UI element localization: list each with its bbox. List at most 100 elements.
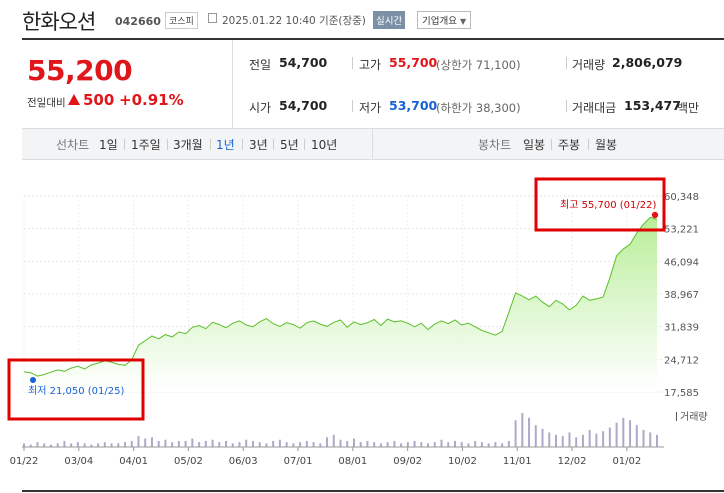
low-point-marker: [30, 377, 36, 383]
volume-bar: [494, 442, 497, 447]
volume-bar: [285, 442, 288, 447]
volume-bar: [447, 442, 450, 447]
volume-bar: [359, 442, 362, 447]
change-label: 전일대비: [27, 97, 66, 109]
tab-monthly[interactable]: 월봉: [595, 138, 618, 152]
y-axis: 60,348 53,221 46,094 38,967 31,839 24,712 17,5…: [664, 192, 699, 399]
x-tick-label: 01/22: [10, 456, 39, 467]
low-annotation: 최저 21,050 (01/25): [28, 385, 124, 397]
volume-bar: [575, 437, 578, 447]
up-triangle-icon: [68, 94, 80, 105]
prev-close-label: 전일: [249, 58, 272, 72]
tab-3y[interactable]: 3년: [249, 138, 268, 152]
volume-bar: [521, 413, 524, 447]
volume-bar: [440, 439, 443, 447]
tab-1w[interactable]: 1주일: [131, 138, 161, 152]
volume-bar: [595, 433, 598, 447]
volume-axis-label: 거래량: [680, 411, 708, 423]
volume-bar: [588, 430, 591, 447]
tab-separator: [551, 139, 552, 150]
volume-bar: [312, 442, 315, 447]
volume-bar: [299, 442, 302, 447]
change-percent: +0.91%: [119, 91, 184, 109]
volume-bar: [251, 440, 254, 447]
volume-bar: [332, 434, 335, 447]
volume-bar: [110, 443, 113, 447]
volume-bar: [460, 442, 463, 447]
volume-bar: [63, 440, 66, 447]
volume-bar: [649, 432, 652, 447]
volume-value: 2,806,079: [612, 55, 683, 70]
amount-value: 153,477: [624, 98, 681, 113]
volume-bar: [150, 437, 153, 447]
volume-bar: [541, 428, 544, 447]
x-tick-label: 09/02: [393, 456, 422, 467]
volume-bar: [326, 437, 329, 447]
y-tick-label: 46,094: [664, 257, 699, 268]
bottom-divider: [22, 490, 724, 492]
tab-separator: [273, 139, 274, 150]
change-value: 500: [83, 91, 115, 109]
volume-bar: [656, 434, 658, 447]
tab-separator: [588, 139, 589, 150]
tab-1d[interactable]: 1일: [99, 138, 118, 152]
volume-bar: [36, 442, 39, 447]
volume-bar: [339, 439, 342, 447]
x-tick-label: 10/02: [448, 456, 477, 467]
y-tick-label: 38,967: [664, 290, 699, 301]
tab-3m[interactable]: 3개월: [173, 138, 203, 152]
volume-bar: [548, 432, 551, 447]
stat-separator: [566, 57, 567, 69]
tab-weekly[interactable]: 주봉: [558, 138, 581, 152]
volume-bar: [157, 440, 160, 447]
volume-bar: [76, 442, 79, 447]
tab-daily[interactable]: 일봉: [523, 138, 546, 152]
volume-bar: [474, 440, 477, 447]
stat-separator: [352, 57, 353, 69]
x-tick-label: 03/04: [64, 456, 93, 467]
tab-separator: [124, 139, 125, 150]
volume-bar: [171, 442, 174, 447]
tab-1y[interactable]: 1년: [216, 138, 235, 152]
chevron-down-icon: ▼: [459, 17, 467, 26]
volume-bar: [400, 443, 403, 447]
volume-bar: [211, 439, 214, 447]
volume-bar: [622, 417, 625, 447]
tab-5y[interactable]: 5년: [280, 138, 299, 152]
volume-bar: [70, 443, 73, 447]
y-tick-label: 24,712: [664, 355, 699, 366]
volume-bar: [278, 439, 281, 447]
volume-bar: [568, 432, 571, 447]
volume-bar: [427, 443, 430, 447]
volume-bar: [608, 427, 611, 447]
volume-bar: [480, 442, 483, 447]
volume-bar: [137, 436, 140, 447]
x-tick-label: 05/02: [174, 456, 203, 467]
open-label: 시가: [249, 101, 272, 115]
market-badge: 코스피: [165, 12, 198, 29]
volume-bar: [265, 443, 268, 447]
header-divider: [22, 38, 724, 40]
volume-bar: [218, 442, 221, 447]
volume-bar: [393, 440, 396, 447]
volume-bar: [366, 440, 369, 447]
volume-bar: [615, 422, 618, 447]
volume-bar: [245, 439, 248, 447]
x-tick-label: 12/02: [558, 456, 587, 467]
high-annotation-box: [534, 177, 666, 232]
tab-10y[interactable]: 10년: [311, 138, 338, 152]
volume-bar: [225, 440, 228, 447]
volume-bar: [413, 440, 416, 447]
company-info-dropdown[interactable]: 기업개요 ▼: [417, 11, 472, 29]
volume-bar: [97, 443, 100, 447]
realtime-badge[interactable]: 실시간: [373, 11, 406, 29]
x-axis: 01/22 03/04 04/01 05/02 06/03 07/01 08/01 09/02…: [10, 447, 641, 467]
amount-label: 거래대금: [572, 101, 617, 115]
volume-bar: [130, 440, 133, 447]
x-tick-label: 11/01: [503, 456, 532, 467]
low-value: 53,700: [389, 98, 438, 113]
tab-separator: [210, 139, 211, 150]
price-area: [24, 217, 657, 392]
high-annotation: 최고 55,700 (01/22): [560, 199, 656, 211]
volume-bar: [420, 442, 423, 447]
